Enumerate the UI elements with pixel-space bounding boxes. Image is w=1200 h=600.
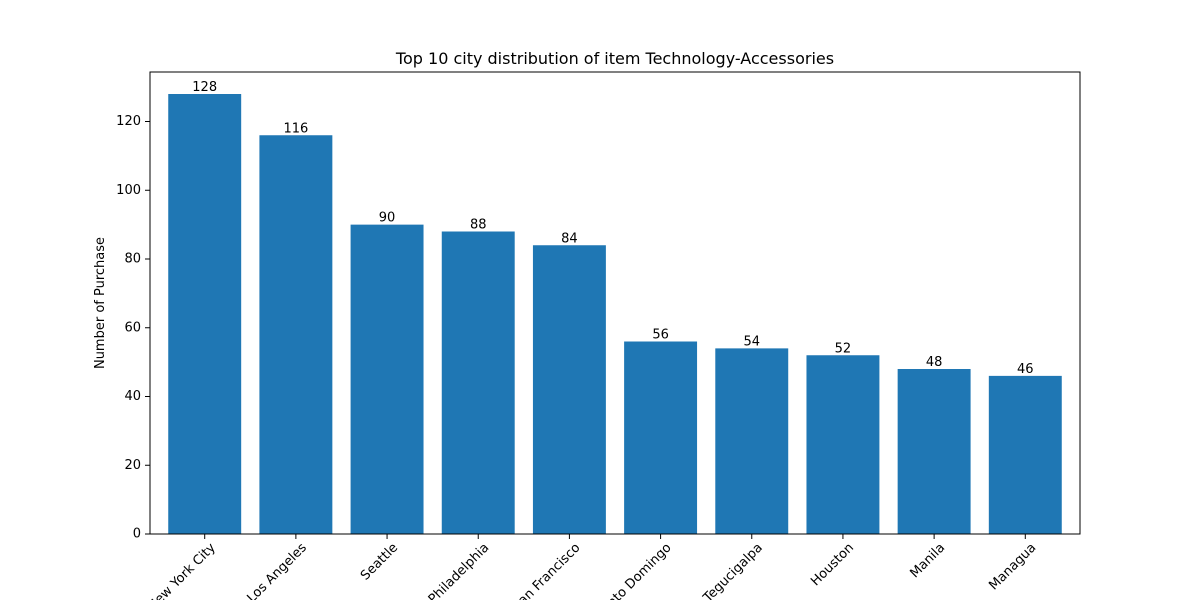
y-axis-label: Number of Purchase xyxy=(93,237,108,369)
y-tick-label: 0 xyxy=(133,527,141,542)
bar-value-label: 90 xyxy=(379,211,396,226)
bar-value-label: 128 xyxy=(192,80,217,95)
bar-value-label: 48 xyxy=(926,355,943,370)
bar-value-label: 84 xyxy=(561,231,578,246)
bar xyxy=(532,245,606,534)
x-axis: New York City Los Angeles Seattle Philadelp… xyxy=(145,534,1039,600)
x-tick-label: Tegucigalpa xyxy=(700,540,766,600)
y-tick-label: 100 xyxy=(116,183,141,198)
chart-title: Top 10 city distribution of item Technol… xyxy=(395,49,834,68)
bar xyxy=(350,224,424,535)
bar xyxy=(441,231,515,534)
bar-value-label: 56 xyxy=(652,328,669,343)
x-tick-label: Los Angeles xyxy=(244,540,310,600)
y-tick-label: 80 xyxy=(124,252,141,267)
x-tick-label: Santo Domingo xyxy=(593,540,675,600)
y-tick-label: 20 xyxy=(124,458,141,473)
bar xyxy=(806,355,880,534)
bar xyxy=(624,341,698,534)
bar-value-label: 116 xyxy=(283,121,308,136)
bar xyxy=(897,369,971,534)
y-axis: 0 20 40 60 80 100 120 xyxy=(116,114,150,542)
y-tick-label: 60 xyxy=(124,320,141,335)
bars-layer xyxy=(168,94,1062,535)
x-tick-label: San Francisco xyxy=(510,540,584,600)
x-tick-label: New York City xyxy=(145,540,219,600)
bar-value-label: 46 xyxy=(1017,362,1034,377)
bar xyxy=(715,348,789,535)
x-tick-label: Philadelphia xyxy=(426,540,493,600)
bar xyxy=(988,375,1062,535)
y-tick-label: 40 xyxy=(124,389,141,404)
x-tick-label: Seattle xyxy=(358,540,401,583)
bar-value-label: 52 xyxy=(835,341,852,356)
plot-frame xyxy=(149,71,1081,535)
bar xyxy=(168,94,242,534)
x-tick-label: Manila xyxy=(907,540,948,581)
y-tick-label: 120 xyxy=(116,114,141,129)
x-tick-label: Managua xyxy=(986,540,1039,593)
bar xyxy=(259,135,333,534)
x-tick-label: Houston xyxy=(808,540,857,589)
bar-value-label: 88 xyxy=(470,218,487,233)
bar-value-label: 54 xyxy=(743,334,760,349)
value-labels-layer: 128 116 90 88 84 56 54 52 48 46 xyxy=(192,80,1033,377)
